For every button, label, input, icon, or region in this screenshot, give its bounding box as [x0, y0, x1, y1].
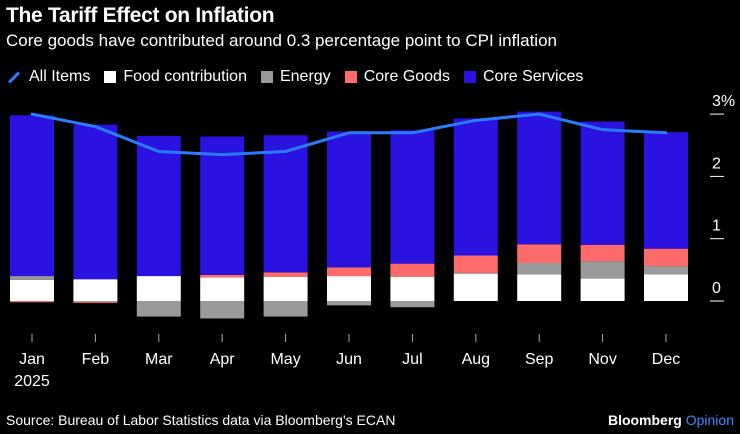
- legend-label: All Items: [29, 68, 91, 85]
- bar-core-services-dec: [644, 132, 688, 249]
- bar-food-contribution-feb: [73, 279, 118, 301]
- x-year-label: 2025: [14, 373, 50, 390]
- bar-core-goods-sep: [517, 244, 562, 263]
- bar-core-services-jan: [10, 115, 54, 277]
- bar-food-contribution-may: [263, 276, 308, 301]
- x-tick-label-jan: Jan: [19, 351, 45, 368]
- bar-energy-dec: [644, 266, 688, 275]
- y-tick-label: 3%: [712, 93, 735, 110]
- bar-energy-feb: [73, 301, 118, 303]
- bar-core-goods-jan: [10, 301, 54, 303]
- bar-food-contribution-jul: [390, 276, 435, 301]
- chart-subtitle: Core goods have contributed around 0.3 p…: [6, 31, 557, 50]
- bar-core-services-sep: [517, 111, 562, 245]
- legend-label: Core Services: [482, 68, 584, 85]
- legend-item-core-goods: Core Goods: [344, 68, 450, 86]
- core-goods-swatch: [344, 71, 357, 83]
- y-tick-label: 2: [712, 155, 721, 172]
- bar-food-contribution-sep: [517, 274, 562, 301]
- bar-core-services-aug: [453, 118, 498, 256]
- bar-core-goods-apr: [200, 274, 245, 278]
- bar-core-goods-jun: [327, 267, 371, 277]
- brand-opinion: Opinion: [685, 412, 734, 428]
- x-tick-label-mar: Mar: [145, 351, 173, 368]
- bar-core-services-mar: [136, 135, 181, 277]
- bar-core-services-nov: [580, 121, 625, 245]
- x-tick-label-apr: Apr: [210, 351, 236, 368]
- source-note: Source: Bureau of Labor Statistics data …: [6, 412, 396, 428]
- all-items-line: [30, 112, 668, 157]
- legend-label: Core Goods: [363, 68, 450, 85]
- bar-energy-aug: [453, 272, 498, 274]
- bloomberg-opinion-logo: Bloomberg Opinion: [608, 412, 734, 428]
- bar-energy-nov: [580, 261, 625, 279]
- brand-main: Bloomberg: [607, 412, 682, 428]
- legend-item-energy: Energy: [260, 68, 331, 86]
- core-services-swatch: [463, 71, 476, 83]
- bar-core-services-feb: [73, 124, 118, 280]
- bar-energy-apr: [200, 301, 245, 319]
- bar-food-contribution-aug: [453, 273, 498, 301]
- bar-core-goods-dec: [644, 248, 688, 267]
- legend-item-food: Food contribution: [104, 68, 247, 86]
- bar-energy-jan: [10, 276, 54, 280]
- bar-energy-may: [263, 301, 308, 317]
- x-tick-label-jul: Jul: [402, 351, 422, 368]
- bar-food-contribution-jan: [10, 279, 54, 301]
- bar-food-contribution-nov: [580, 278, 625, 301]
- x-tick-label-may: May: [270, 351, 300, 368]
- bar-energy-sep: [517, 262, 562, 275]
- bar-core-services-apr: [200, 136, 245, 275]
- y-tick-label: 1: [712, 218, 721, 235]
- energy-swatch: [260, 71, 273, 83]
- legend-item-core-services: Core Services: [463, 68, 584, 86]
- bar-energy-jul: [390, 301, 435, 308]
- bar-food-contribution-dec: [644, 274, 688, 301]
- bar-core-goods-nov: [580, 244, 625, 262]
- bar-core-services-jun: [327, 131, 371, 268]
- bar-core-goods-aug: [453, 255, 498, 273]
- bar-core-services-jul: [390, 130, 435, 264]
- bar-energy-mar: [136, 301, 181, 317]
- x-tick-label-nov: Nov: [588, 351, 616, 368]
- bar-food-contribution-jun: [327, 276, 371, 301]
- x-tick-label-jun: Jun: [336, 351, 362, 368]
- legend: All Items Food contribution Energy Core …: [6, 68, 597, 86]
- bar-core-goods-may: [263, 272, 308, 277]
- x-tick-label-feb: Feb: [82, 351, 110, 368]
- x-tick-label-dec: Dec: [652, 351, 680, 368]
- bar-food-contribution-mar: [136, 276, 181, 301]
- x-tick-label-sep: Sep: [525, 351, 554, 368]
- legend-item-all-items: All Items: [6, 68, 90, 86]
- bar-core-goods-feb: [73, 302, 118, 304]
- bar-food-contribution-apr: [200, 277, 245, 301]
- y-tick-label: 0: [712, 280, 721, 297]
- food-swatch: [104, 71, 117, 83]
- x-tick-label-aug: Aug: [462, 351, 490, 368]
- bar-energy-jun: [327, 301, 371, 306]
- legend-label: Energy: [279, 68, 331, 85]
- bar-core-goods-jul: [390, 263, 435, 277]
- legend-label: Food contribution: [123, 68, 247, 85]
- bar-core-services-may: [263, 135, 308, 273]
- chart-title: The Tariff Effect on Inflation: [6, 4, 275, 27]
